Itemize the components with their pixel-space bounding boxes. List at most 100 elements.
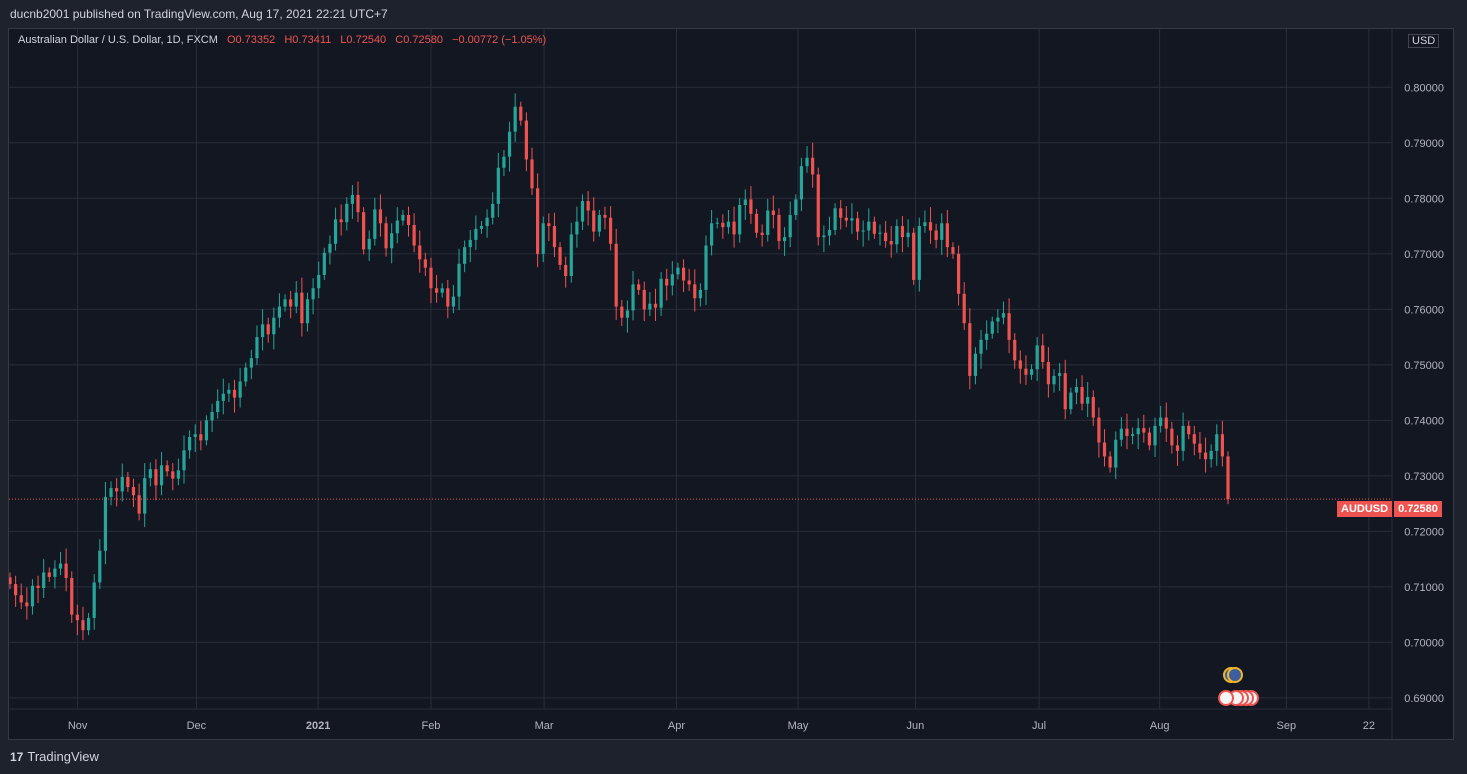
time-tick-label: Jul xyxy=(1032,720,1046,732)
brand-name: TradingView xyxy=(27,749,99,764)
time-tick-label: Dec xyxy=(187,720,207,732)
price-tag-symbol: AUDUSD xyxy=(1337,501,1393,517)
tradingview-logo[interactable]: 17 TradingView xyxy=(10,749,99,764)
time-axis[interactable]: Nov Dec 2021 Feb Mar Apr May Jun Jul Aug Sep 22 xyxy=(68,720,1375,732)
candle-body xyxy=(412,224,416,246)
australia-flag-icon[interactable] xyxy=(1227,667,1243,683)
candle-body xyxy=(805,157,809,167)
candle-body xyxy=(861,230,865,232)
price-tick-label: 0.69000 xyxy=(1404,693,1444,705)
candle-body xyxy=(698,289,702,299)
candle-body xyxy=(317,274,321,289)
candle-body xyxy=(900,226,905,238)
candle-body xyxy=(362,212,366,250)
candle-body xyxy=(844,217,848,221)
candle-body xyxy=(193,434,197,437)
candle-body xyxy=(199,434,203,441)
candle-body xyxy=(625,310,630,318)
candle-series xyxy=(9,93,1230,641)
candle-body xyxy=(1164,417,1168,429)
candle-body xyxy=(968,323,972,376)
price-axis[interactable]: 0.80000 0.79000 0.78000 0.77000 0.76000 0.750… xyxy=(1404,82,1444,705)
price-chart[interactable]: 0.80000 0.79000 0.78000 0.77000 0.76000 0.750… xyxy=(9,29,1453,739)
candle-body xyxy=(867,221,871,231)
candle-body xyxy=(558,247,562,265)
candle-body xyxy=(244,367,248,382)
price-tick-label: 0.76000 xyxy=(1404,304,1444,316)
candle-body xyxy=(569,234,573,277)
candle-body xyxy=(945,223,949,248)
candle-body xyxy=(1226,456,1230,500)
high-value: H0.73411 xyxy=(284,34,332,46)
price-tag-value: 0.72580 xyxy=(1394,501,1442,517)
candle-body xyxy=(530,159,534,189)
candle-body xyxy=(670,274,674,286)
time-tick-label: Mar xyxy=(535,720,554,732)
price-tick-label: 0.71000 xyxy=(1404,582,1444,594)
change-value: −0.00772 (−1.05%) xyxy=(452,34,547,46)
candle-body xyxy=(665,278,669,286)
candle-body xyxy=(418,245,422,260)
candle-body xyxy=(92,582,96,618)
candle-body xyxy=(1035,345,1039,370)
candle-body xyxy=(614,243,618,307)
candle-body xyxy=(165,465,169,472)
candle-body xyxy=(86,617,91,631)
candle-body xyxy=(1170,428,1174,446)
candle-body xyxy=(1192,434,1196,444)
us-flag-icon[interactable] xyxy=(1218,690,1234,706)
candle-body xyxy=(98,550,102,583)
publish-bar: ducnb2001 published on TradingView.com, … xyxy=(0,0,1467,28)
candle-body xyxy=(878,232,882,234)
candle-body xyxy=(154,469,158,486)
candle-body xyxy=(771,210,775,215)
candle-body xyxy=(1001,313,1006,318)
candle-body xyxy=(536,188,540,254)
candle-body xyxy=(1091,397,1095,418)
candle-body xyxy=(406,214,411,225)
candle-body xyxy=(1209,450,1213,460)
candle-body xyxy=(429,267,433,289)
candle-body xyxy=(1114,439,1118,468)
candle-body xyxy=(463,247,467,264)
candle-body xyxy=(889,241,893,245)
candle-body xyxy=(1029,369,1034,375)
candle-body xyxy=(159,465,164,486)
candle-body xyxy=(339,219,343,223)
candle-body xyxy=(732,221,736,235)
time-tick-label: 22 xyxy=(1363,720,1375,732)
candle-body xyxy=(188,437,192,451)
candle-body xyxy=(637,284,641,290)
candle-body xyxy=(120,476,124,492)
candle-body xyxy=(827,229,832,236)
time-tick-label: Aug xyxy=(1150,720,1170,732)
candle-body xyxy=(833,208,837,230)
candle-body xyxy=(496,167,500,204)
candle-body xyxy=(451,296,456,307)
candle-body xyxy=(541,223,545,254)
candle-body xyxy=(794,199,798,215)
candle-body xyxy=(395,220,399,234)
candle-body xyxy=(726,221,731,228)
candle-body xyxy=(322,252,326,275)
currency-button[interactable]: USD xyxy=(1408,34,1440,48)
candle-body xyxy=(64,563,68,578)
price-tick-label: 0.72000 xyxy=(1404,526,1444,538)
symbol-description: Australian Dollar / U.S. Dollar, 1D, FXC… xyxy=(18,34,218,46)
candle-body xyxy=(552,226,557,248)
time-tick-label: May xyxy=(788,720,809,732)
candle-body xyxy=(592,210,596,232)
candle-body xyxy=(502,156,506,168)
candle-body xyxy=(923,222,927,227)
time-tick-label: Apr xyxy=(668,720,685,732)
candle-body xyxy=(1175,445,1180,451)
candle-body xyxy=(1080,387,1084,404)
candle-body xyxy=(642,289,646,310)
candle-body xyxy=(631,284,635,311)
candle-body xyxy=(390,233,394,249)
time-tick-label: 2021 xyxy=(306,720,330,732)
open-value: O0.73352 xyxy=(226,34,276,46)
candle-body xyxy=(1058,373,1062,376)
price-tick-label: 0.77000 xyxy=(1404,249,1444,261)
candle-body xyxy=(547,223,551,227)
